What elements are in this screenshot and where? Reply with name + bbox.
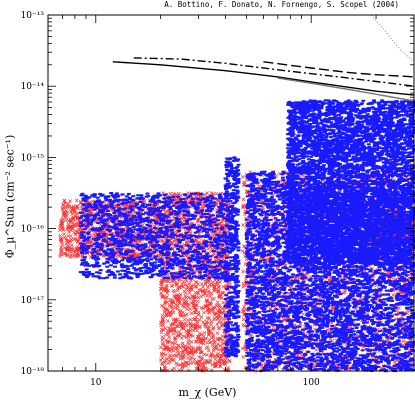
limit-curve-solid — [112, 61, 415, 96]
limit-curve-longdash — [263, 61, 415, 78]
y-tick-label: 10⁻¹³ — [21, 11, 45, 21]
limit-curve-dashdot — [133, 57, 415, 87]
limit-curve-dotted — [370, 14, 415, 63]
plot-frame — [47, 14, 415, 372]
x-tick-label: 10 — [90, 378, 102, 388]
y-tick-label: 10⁻¹⁷ — [21, 296, 45, 306]
scatter-points — [58, 99, 415, 373]
y-tick-label: 10⁻¹⁶ — [21, 225, 45, 235]
author-credit: A. Bottino, F. Donato, N. Fornengo, S. S… — [164, 0, 399, 9]
x-axis-label: m_χ (GeV) — [178, 386, 237, 399]
blue-dot-markers — [78, 99, 415, 373]
y-tick-label: 10⁻¹⁸ — [21, 367, 45, 377]
y-tick-label: 10⁻¹⁴ — [21, 82, 45, 92]
axis-ticks: 10 100 10⁻¹³ 10⁻¹⁴ 10⁻¹⁵ 10⁻¹⁶ 10⁻¹⁷ 10⁻¹⁸ — [21, 11, 415, 388]
limit-curve-solid — [277, 77, 415, 102]
y-axis-label: Φ_μ^Sun (cm⁻² sec⁻¹) — [3, 134, 17, 259]
limit-curves — [112, 14, 415, 102]
y-tick-label: 10⁻¹⁵ — [21, 153, 45, 163]
x-tick-label: 100 — [303, 378, 320, 388]
